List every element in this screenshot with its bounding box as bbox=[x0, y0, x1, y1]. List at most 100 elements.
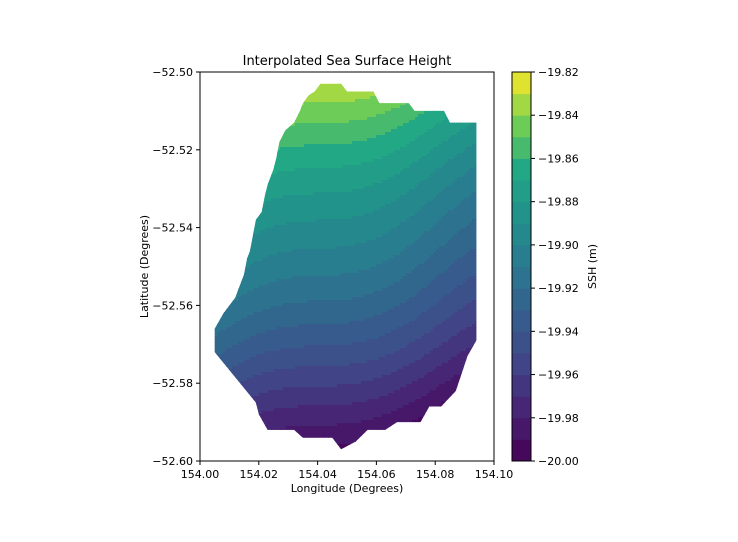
contour-cell bbox=[334, 87, 338, 91]
contour-cell bbox=[289, 93, 293, 97]
contour-cell bbox=[466, 153, 470, 157]
contour-cell bbox=[262, 219, 266, 223]
contour-cell bbox=[310, 144, 314, 148]
contour-cell bbox=[415, 93, 419, 97]
contour-cell bbox=[277, 111, 281, 115]
contour-cell bbox=[220, 93, 224, 97]
contour-cell bbox=[421, 216, 425, 220]
contour-cell bbox=[334, 219, 338, 223]
contour-cell bbox=[313, 114, 317, 118]
contour-cell bbox=[370, 207, 374, 211]
contour-cell bbox=[421, 138, 425, 142]
contour-cell bbox=[451, 108, 455, 112]
contour-cell bbox=[268, 129, 272, 133]
contour-cell bbox=[313, 162, 317, 166]
contour-cell bbox=[469, 162, 473, 166]
contour-cell bbox=[400, 129, 404, 133]
contour-cell bbox=[421, 186, 425, 190]
contour-cell bbox=[217, 135, 221, 139]
contour-cell bbox=[451, 234, 455, 238]
contour-cell bbox=[436, 162, 440, 166]
contour-cell bbox=[223, 120, 227, 124]
contour-cell bbox=[337, 213, 341, 217]
contour-cell bbox=[229, 189, 233, 193]
contour-cell bbox=[451, 102, 455, 106]
contour-cell bbox=[289, 111, 293, 115]
contour-cell bbox=[376, 108, 380, 112]
contour-cell bbox=[391, 201, 395, 205]
contour-cell bbox=[241, 240, 245, 244]
contour-cell bbox=[361, 189, 365, 193]
contour-cell bbox=[400, 126, 404, 130]
contour-cell bbox=[361, 93, 365, 97]
contour-cell bbox=[403, 234, 407, 238]
contour-cell bbox=[337, 231, 341, 235]
contour-cell bbox=[457, 111, 461, 115]
contour-cell bbox=[448, 171, 452, 175]
contour-cell bbox=[385, 228, 389, 232]
contour-cell bbox=[220, 222, 224, 226]
contour-cell bbox=[325, 144, 329, 148]
contour-cell bbox=[478, 129, 482, 133]
contour-cell bbox=[463, 93, 467, 97]
contour-cell bbox=[223, 99, 227, 103]
contour-cell bbox=[235, 216, 239, 220]
contour-cell bbox=[322, 231, 326, 235]
contour-cell bbox=[403, 111, 407, 115]
contour-cell bbox=[253, 216, 257, 220]
contour-cell bbox=[358, 129, 362, 133]
contour-cell bbox=[451, 117, 455, 121]
contour-cell bbox=[295, 105, 299, 109]
contour-cell bbox=[280, 225, 284, 229]
contour-cell bbox=[376, 189, 380, 193]
contour-cell bbox=[361, 225, 365, 229]
contour-cell bbox=[271, 147, 275, 151]
contour-cell bbox=[475, 117, 477, 121]
contour-cell bbox=[271, 234, 275, 238]
contour-cell bbox=[481, 156, 485, 160]
contour-cell bbox=[238, 219, 242, 223]
contour-cell bbox=[310, 87, 314, 91]
contour-cell bbox=[271, 129, 275, 133]
contour-cell bbox=[322, 186, 326, 190]
contour-cell bbox=[217, 153, 221, 157]
contour-cell bbox=[277, 83, 281, 85]
contour-cell bbox=[352, 189, 356, 193]
contour-cell bbox=[253, 90, 257, 94]
contour-cell bbox=[412, 207, 416, 211]
contour-cell bbox=[223, 159, 227, 163]
contour-cell bbox=[472, 132, 476, 136]
contour-cell bbox=[268, 93, 272, 97]
contour-cell bbox=[226, 240, 230, 244]
contour-cell bbox=[319, 186, 323, 190]
contour-cell bbox=[304, 84, 308, 88]
contour-cell bbox=[409, 165, 413, 169]
contour-cell bbox=[457, 171, 461, 175]
contour-cell bbox=[331, 144, 335, 148]
contour-cell bbox=[442, 162, 446, 166]
contour-cell bbox=[289, 84, 293, 88]
contour-cell bbox=[328, 156, 332, 160]
contour-cell bbox=[460, 186, 464, 190]
contour-cell bbox=[307, 117, 311, 121]
contour-cell bbox=[313, 153, 317, 157]
contour-cell bbox=[370, 165, 374, 169]
contour-cell bbox=[340, 201, 344, 205]
contour-cell bbox=[436, 99, 440, 103]
contour-cell bbox=[457, 96, 461, 100]
contour-cell bbox=[262, 180, 266, 184]
contour-cell bbox=[232, 135, 236, 139]
contour-cell bbox=[418, 231, 422, 235]
contour-cell bbox=[409, 168, 413, 172]
contour-cell bbox=[463, 198, 467, 202]
contour-cell bbox=[403, 153, 407, 157]
contour-cell bbox=[340, 120, 344, 124]
contour-cell bbox=[229, 135, 233, 139]
contour-cell bbox=[376, 201, 380, 205]
contour-cell bbox=[349, 210, 353, 214]
contour-cell bbox=[253, 180, 257, 184]
contour-cell bbox=[478, 186, 482, 190]
contour-cell bbox=[235, 99, 239, 103]
contour-cell bbox=[220, 144, 224, 148]
contour-cell bbox=[367, 198, 371, 202]
